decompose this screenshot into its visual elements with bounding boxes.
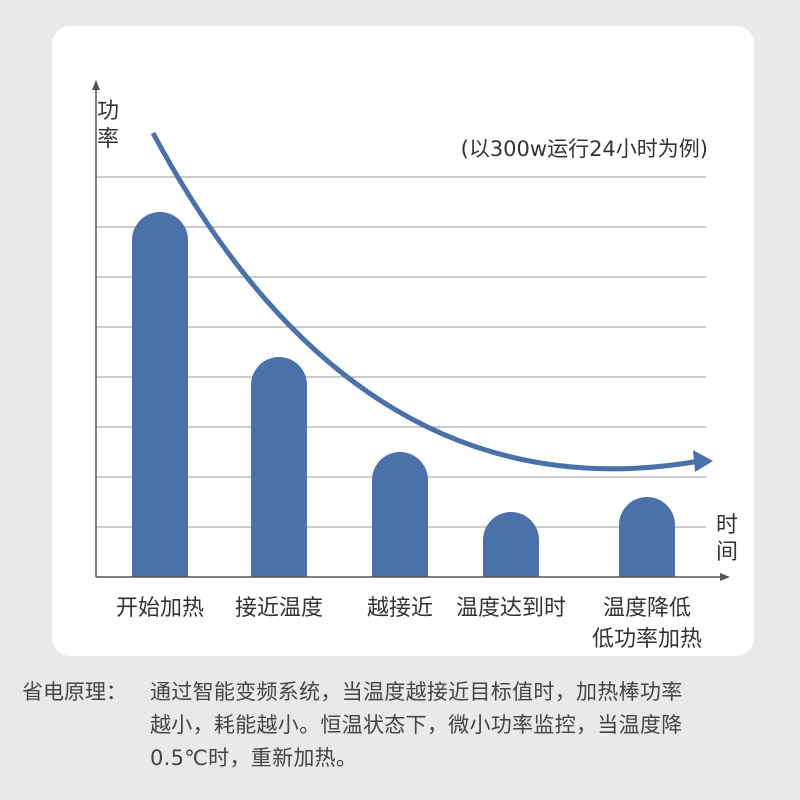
note-line-3: 0.5℃时，重新加热。 [150,746,358,770]
note-line-2: 越小，耗能越小。恒温状态下，微小功率监控，当温度降 [150,713,683,737]
bar-4 [483,512,539,577]
note-label: 省电原理： [22,680,127,704]
trend-arrow-head-icon [693,450,713,472]
category-label-1: 开始加热 [116,596,204,621]
axes [92,80,730,581]
note-body: 通过智能变频系统，当温度越接近目标值时，加热棒功率 越小，耗能越小。恒温状态下，… [150,676,792,775]
category-label-5-line-2: 低功率加热 [592,627,702,652]
trend-curve [150,131,713,472]
category-label-2: 接近温度 [235,596,323,621]
bar-1 [132,212,188,577]
x-axis-arrow-icon [720,573,730,581]
bar-5 [619,497,675,577]
note-line-1: 通过智能变频系统，当温度越接近目标值时，加热棒功率 [150,680,683,704]
y-axis-label-line-1: 功 [97,99,119,124]
bar-3 [372,452,428,577]
bar-2 [251,357,307,577]
category-label-3: 越接近 [367,596,433,621]
y-axis-label-line-2: 率 [97,127,119,152]
category-label-5-line-1: 温度降低 [603,596,691,621]
y-axis-arrow-icon [92,80,100,90]
category-label-4: 温度达到时 [456,596,566,621]
x-axis-label-line-1: 时 [716,513,738,538]
trend-curve-path [150,131,701,472]
x-axis-label-line-2: 间 [716,540,738,565]
chart-subtitle: (以300w运行24小时为例) [461,137,708,161]
bars [132,212,675,577]
power-saving-note: 省电原理： 通过智能变频系统，当温度越接近目标值时，加热棒功率 越小，耗能越小。… [22,676,792,775]
